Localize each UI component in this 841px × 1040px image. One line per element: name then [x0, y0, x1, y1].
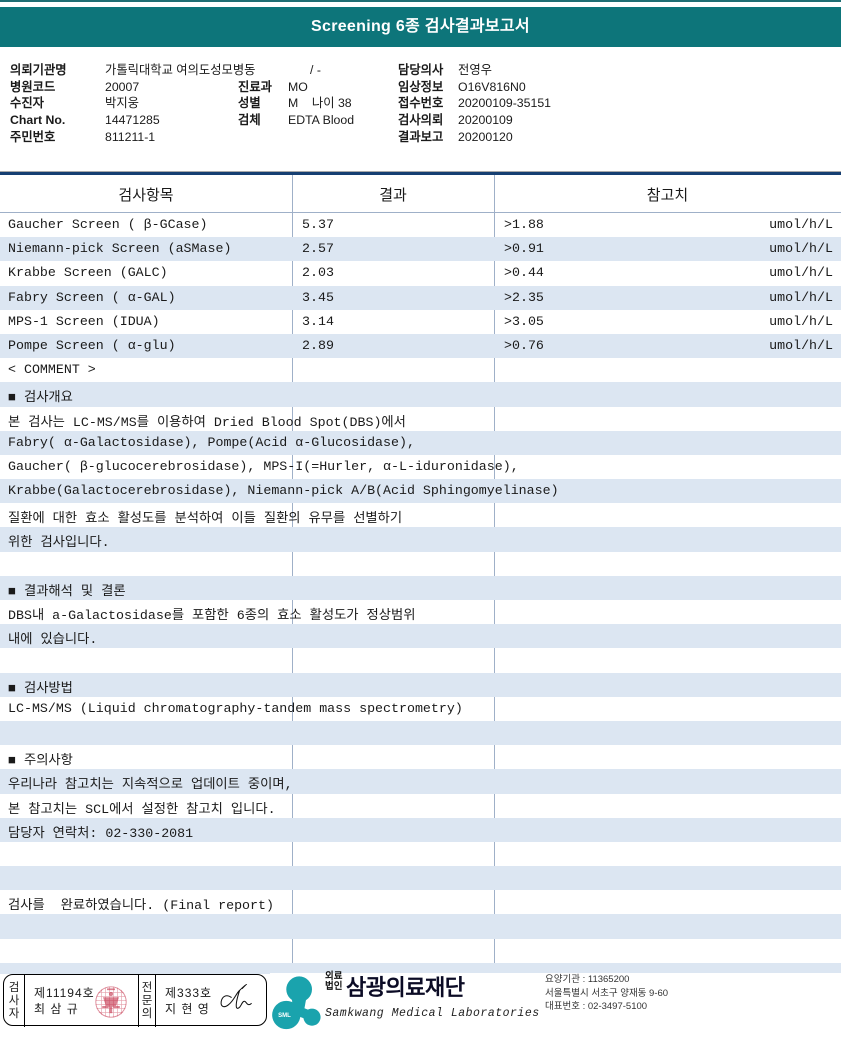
svg-text:SML: SML — [278, 1013, 291, 1019]
